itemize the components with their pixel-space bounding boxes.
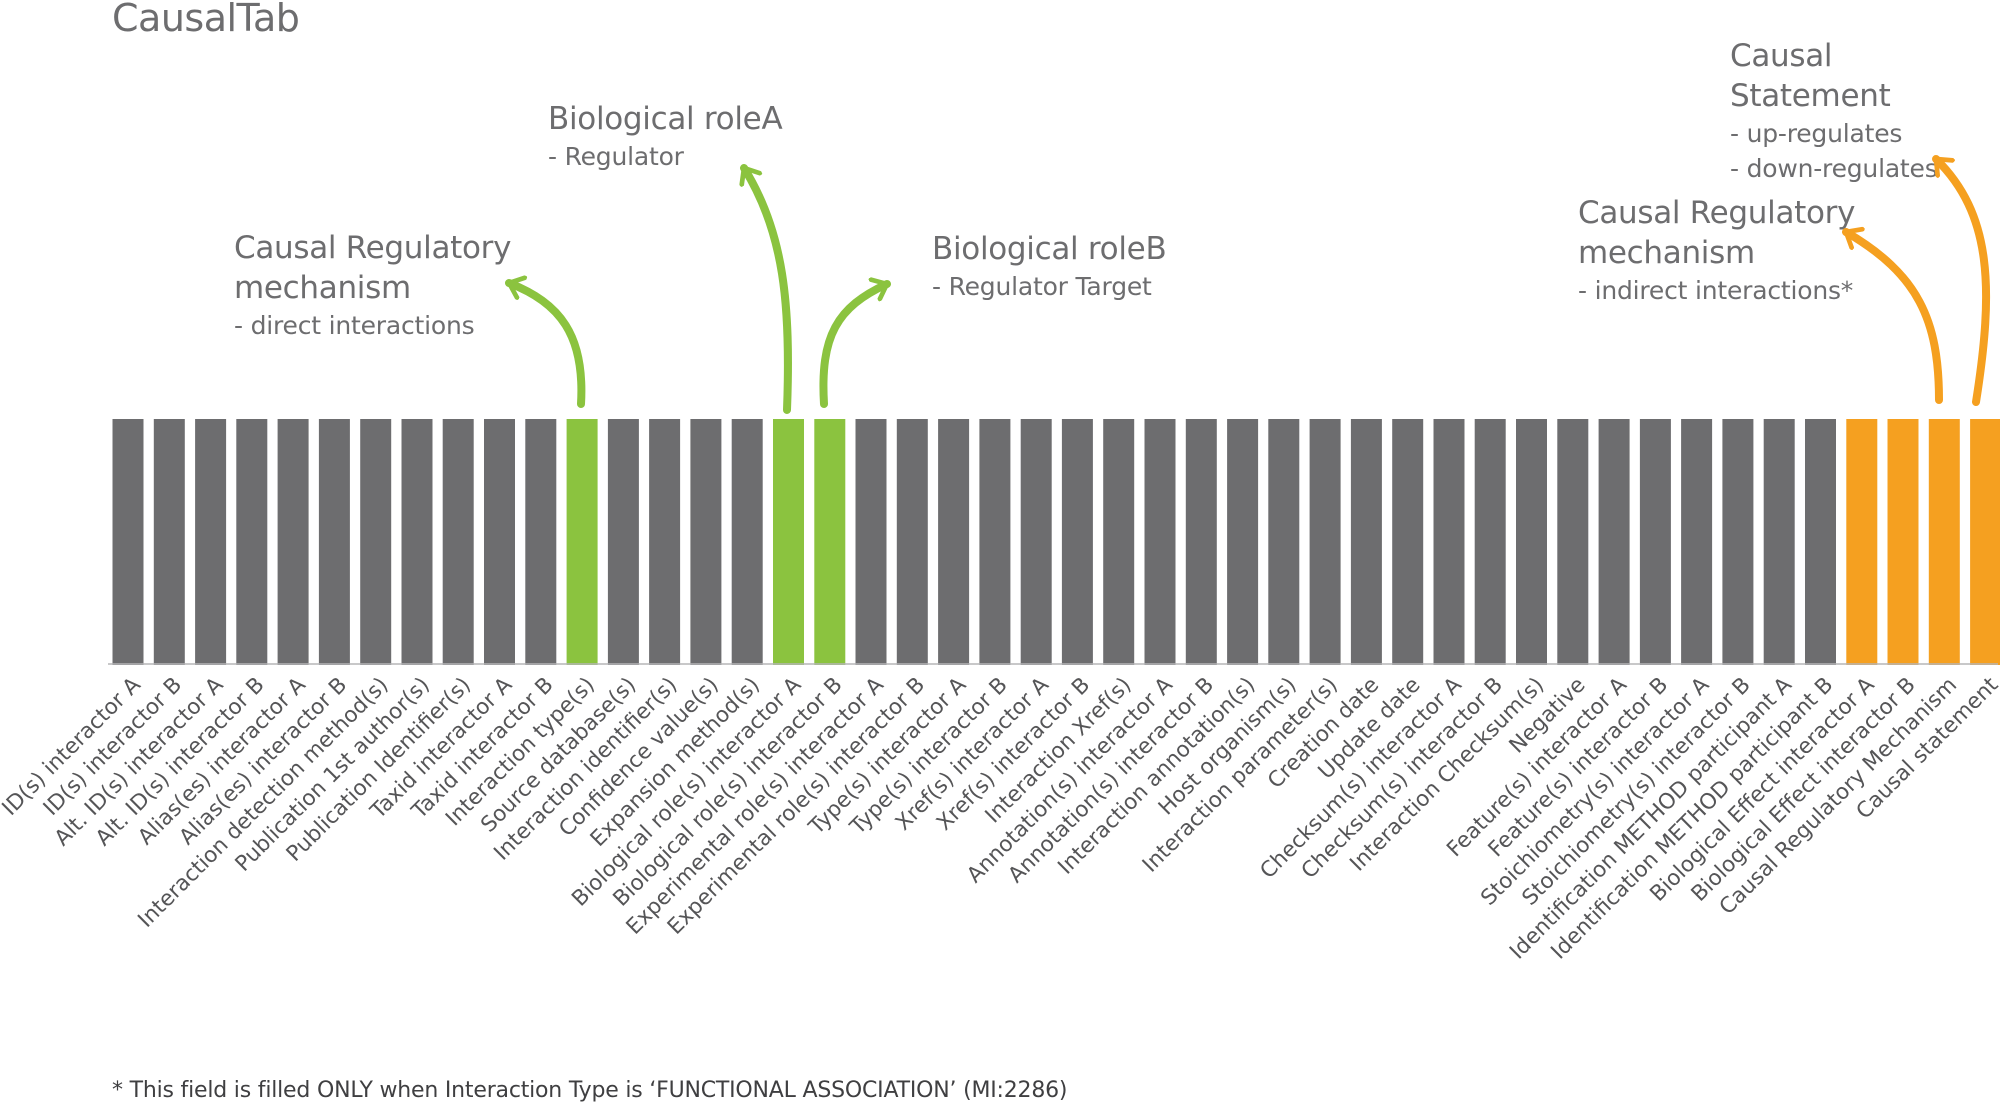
column-bar <box>731 419 763 665</box>
column-bar <box>195 419 227 665</box>
column-bar <box>896 419 928 665</box>
column-bar <box>1474 419 1506 665</box>
column-bar <box>1763 419 1795 665</box>
callout-biological-role-b: Biological roleB - Regulator Target <box>932 229 1167 304</box>
column-bar <box>1928 419 1960 665</box>
callout-head-line1: Biological roleB <box>932 231 1167 267</box>
column-bar <box>1185 419 1217 665</box>
column-bar <box>1887 419 1919 665</box>
column-bar <box>1144 419 1176 665</box>
arrow-biological-role-b <box>819 284 891 408</box>
column-bar <box>1227 419 1259 665</box>
callout-sub-line1: - direct interactions <box>234 311 475 340</box>
column-bar <box>855 419 887 665</box>
arrow-direct-mechanism <box>505 283 586 408</box>
callout-head-line1: Causal Regulatory <box>1578 195 1856 231</box>
column-bar <box>1020 419 1052 665</box>
column-bar <box>401 419 433 665</box>
column-bar <box>318 419 350 665</box>
column-bar <box>153 419 185 665</box>
column-bar <box>649 419 681 665</box>
column-bar <box>1639 419 1671 665</box>
column-bar <box>1268 419 1300 665</box>
column-bar <box>1309 419 1341 665</box>
callout-causal-statement: Causal Statement - up-regulates - down-r… <box>1730 36 2000 186</box>
column-bar <box>938 419 970 665</box>
column-bar <box>525 419 557 665</box>
column-bar <box>1846 419 1878 665</box>
callout-head-line2: mechanism <box>1578 235 1755 271</box>
column-bar <box>773 419 804 665</box>
column-bar <box>690 419 722 665</box>
callout-sub-line1: - up-regulates <box>1730 119 1903 148</box>
column-bar <box>1061 419 1093 665</box>
callout-sub-line1: - indirect interactions* <box>1578 276 1854 305</box>
callout-sub-line1: - Regulator Target <box>932 272 1152 301</box>
column-bar <box>1433 419 1465 665</box>
column-bar <box>1805 419 1836 665</box>
callout-sub-line1: - Regulator <box>548 142 684 171</box>
callout-head-line1: Causal Regulatory <box>234 230 512 266</box>
column-bar <box>277 419 309 665</box>
callout-indirect-mechanism: Causal Regulatory mechanism - indirect i… <box>1578 193 1855 308</box>
column-bar <box>607 419 639 665</box>
column-bar <box>484 419 515 665</box>
column-bar <box>442 419 474 665</box>
column-bar <box>814 419 846 665</box>
column-bars <box>112 419 2000 665</box>
column-bar <box>1598 419 1630 665</box>
callout-head-line2: mechanism <box>234 270 411 306</box>
column-bar <box>1350 419 1382 665</box>
column-bar <box>1722 419 1754 665</box>
column-bar <box>1557 419 1589 665</box>
diagram-title: CausalTab <box>112 0 300 40</box>
callout-head-line1: Biological roleA <box>548 101 783 137</box>
callout-head-line1: Causal Statement <box>1730 38 1891 114</box>
column-bar <box>1103 419 1135 665</box>
arrow-biological-role-a <box>744 164 792 414</box>
column-bar <box>1970 419 2000 665</box>
arrow-causal-statement <box>1932 155 1991 406</box>
callout-sub-line2: - down-regulates <box>1730 154 1938 183</box>
column-bar <box>112 419 144 665</box>
footnote: * This field is filled ONLY when Interac… <box>112 1078 1068 1103</box>
callout-biological-role-a: Biological roleA - Regulator <box>548 99 783 174</box>
column-bar <box>1392 419 1424 665</box>
column-bar <box>566 419 598 665</box>
column-bar <box>1681 419 1713 665</box>
arrow-indirect-mechanism <box>1842 232 1943 404</box>
callout-direct-mechanism: Causal Regulatory mechanism - direct int… <box>234 228 511 343</box>
column-bar <box>979 419 1011 665</box>
column-bar <box>1516 419 1547 665</box>
column-bar <box>360 419 392 665</box>
column-bar <box>236 419 268 665</box>
column-labels: ID(s) interactor AID(s) interactor BAlt.… <box>0 672 2000 964</box>
